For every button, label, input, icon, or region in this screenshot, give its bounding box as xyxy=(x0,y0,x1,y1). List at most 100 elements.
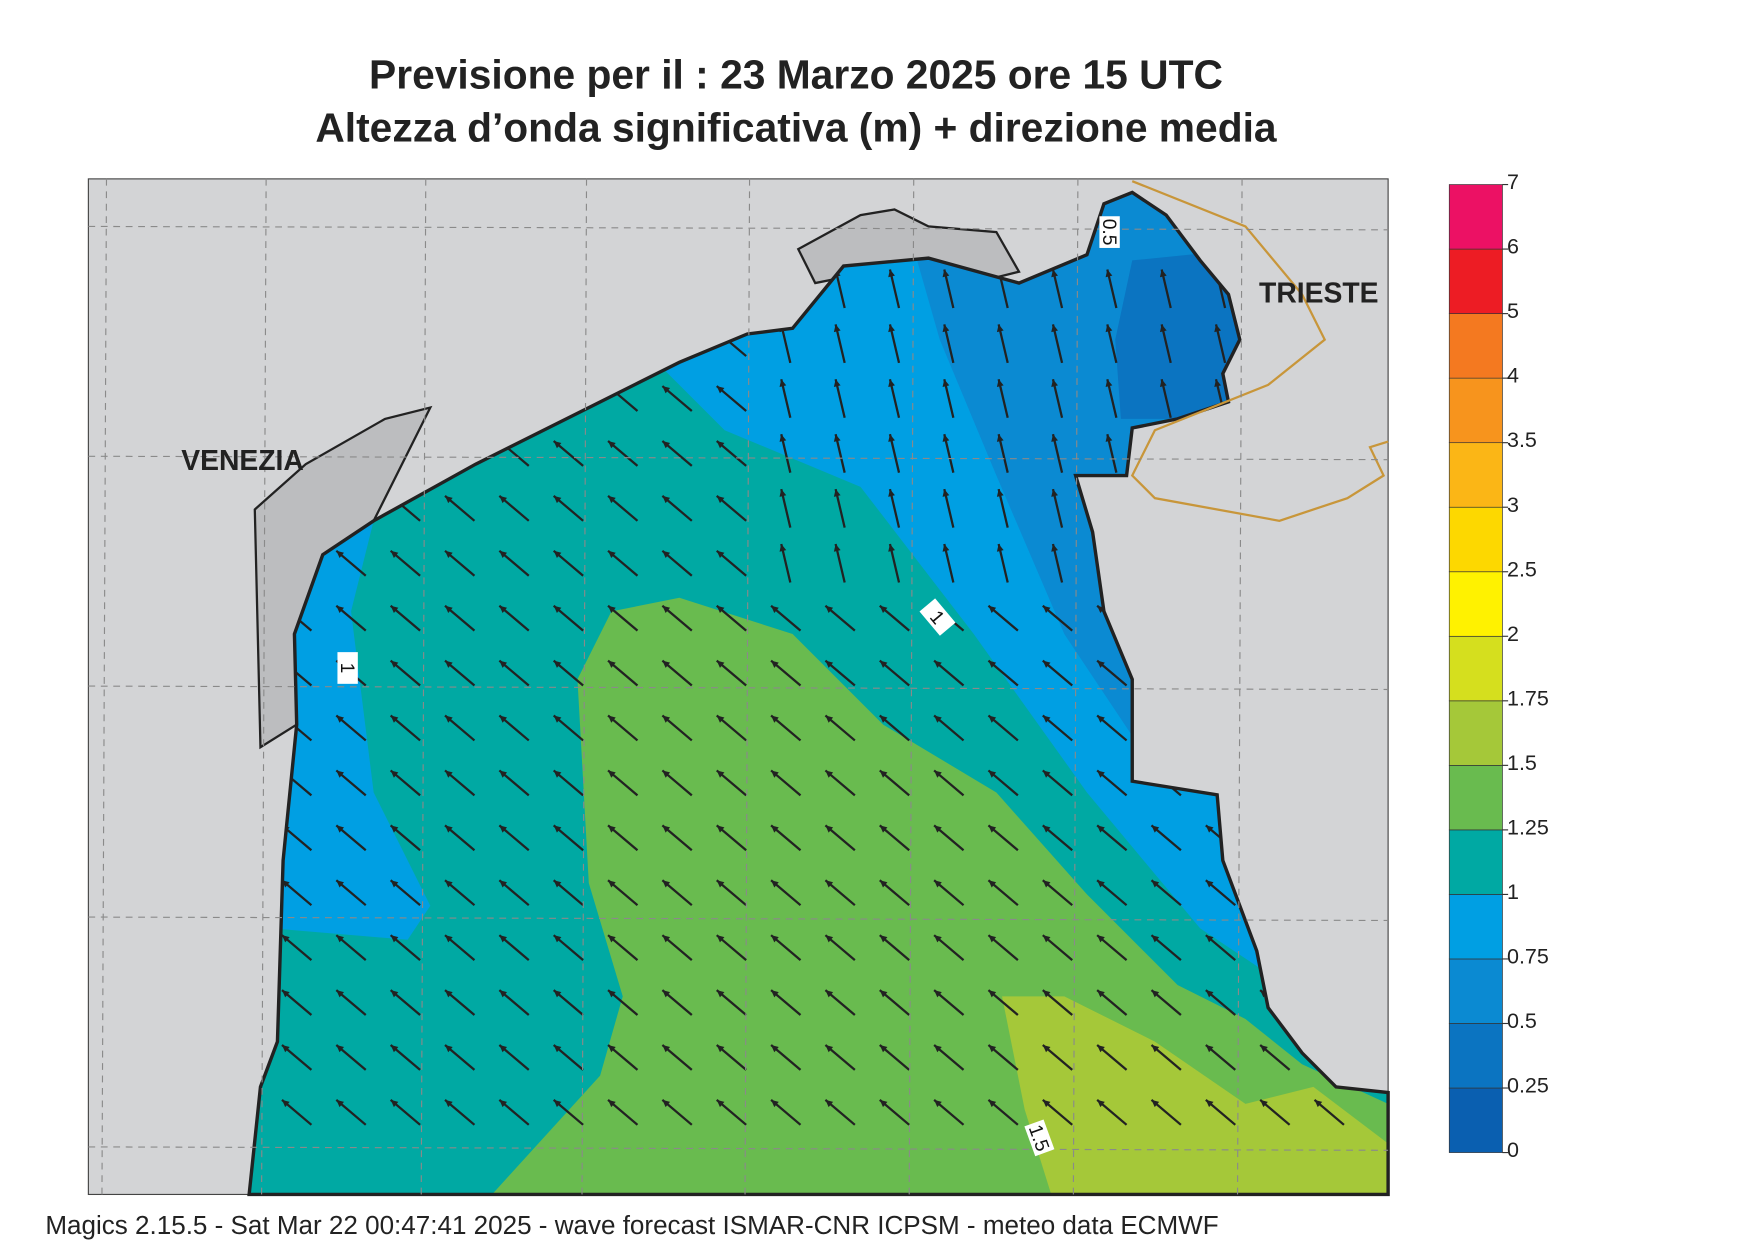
arrow-head xyxy=(825,770,834,778)
arrow-head xyxy=(553,715,562,723)
colorbar-label: 2.5 xyxy=(1507,557,1537,581)
arrow-head xyxy=(716,715,725,723)
arrow-head xyxy=(771,880,779,888)
arrow-head xyxy=(825,935,834,943)
arrow-head xyxy=(445,990,453,998)
arrow-head xyxy=(934,880,942,888)
arrow-head xyxy=(336,825,344,833)
arrow-head xyxy=(879,605,888,613)
arrow-head xyxy=(608,880,616,888)
arrow-head xyxy=(1205,990,1214,998)
graticule xyxy=(88,178,1389,1195)
arrow-head xyxy=(988,990,997,998)
arrow-head xyxy=(662,550,671,559)
colorbar-band xyxy=(1448,313,1503,379)
arrow-head xyxy=(1042,990,1051,998)
arrow-head xyxy=(879,990,888,998)
colorbar-label: 6 xyxy=(1507,235,1519,259)
colorbar-label: 0.25 xyxy=(1507,1074,1549,1098)
arrow-head xyxy=(1151,1099,1160,1108)
arrow-head xyxy=(1042,770,1051,778)
arrow-head xyxy=(833,544,841,552)
arrow-head xyxy=(716,990,725,998)
arrow-head xyxy=(771,660,779,668)
arrow-head xyxy=(336,990,344,998)
arrow-head xyxy=(499,660,508,668)
arrow-head xyxy=(1105,379,1113,388)
arrow-head xyxy=(499,990,508,998)
arrow-head xyxy=(879,825,888,833)
arrow-head xyxy=(779,379,787,388)
arrow-head xyxy=(445,770,453,778)
arrow-head xyxy=(879,880,888,888)
colorbar-label: 2 xyxy=(1507,622,1519,646)
arrow-head xyxy=(445,495,453,504)
arrow-head xyxy=(336,880,344,888)
arrow-head xyxy=(499,770,508,778)
title: Previsione per il : 23 Marzo 2025 ore 15… xyxy=(369,51,1223,97)
arrow-head xyxy=(716,1045,725,1053)
colorbar-label: 0.5 xyxy=(1507,1009,1537,1033)
arrow-head xyxy=(608,495,616,504)
arrow-head xyxy=(1051,379,1058,388)
band-0.75-1 xyxy=(271,509,431,940)
arrow-head xyxy=(1159,269,1167,278)
place-label: VENEZIA xyxy=(181,444,304,476)
arrow-head xyxy=(336,715,344,723)
arrow-head xyxy=(779,489,787,497)
arrow-head xyxy=(771,990,779,998)
arrow-head xyxy=(1042,1045,1051,1053)
arrow-head xyxy=(662,386,671,394)
arrow-head xyxy=(996,379,1004,388)
arrow-head xyxy=(1097,990,1105,998)
arrow-head xyxy=(934,990,942,998)
arrow-head xyxy=(988,880,997,888)
arrow-head xyxy=(1042,880,1051,888)
arrow-head xyxy=(390,990,399,998)
arrow-head xyxy=(988,1045,997,1053)
arrow-head xyxy=(988,770,997,778)
arrow-head xyxy=(1151,825,1160,833)
arrow-head xyxy=(716,550,725,559)
arrow-head xyxy=(390,1099,399,1108)
arrow-head xyxy=(942,269,950,278)
arrow-head xyxy=(1042,1099,1051,1108)
arrow-head xyxy=(390,935,399,943)
arrow-head xyxy=(662,1099,671,1108)
colorbar-band xyxy=(1448,248,1503,314)
arrow-head xyxy=(662,660,671,668)
arrow-head xyxy=(988,715,997,723)
arrow-head xyxy=(825,605,834,613)
arrow-head xyxy=(716,880,725,888)
arrow-head xyxy=(988,935,997,943)
arrow-head xyxy=(1205,880,1214,888)
arrow-head xyxy=(825,825,834,833)
place-label: TRIESTE xyxy=(1259,276,1379,308)
arrow-head xyxy=(934,770,942,778)
arrow-head xyxy=(336,1099,344,1108)
colorbar-band xyxy=(1448,571,1503,637)
arrow-head xyxy=(771,825,779,833)
arrow-head xyxy=(608,605,616,613)
arrow-head xyxy=(499,1045,508,1053)
arrow-head xyxy=(336,1045,344,1053)
colorbar-band xyxy=(1448,958,1503,1024)
arrow-head xyxy=(1051,269,1058,278)
arrow-head xyxy=(1151,935,1160,943)
arrow-head xyxy=(1214,379,1222,388)
arrow-head xyxy=(825,1045,834,1053)
contour-label: 0.5 xyxy=(1098,216,1120,248)
arrow-head xyxy=(553,660,562,668)
arrow-head xyxy=(390,770,399,778)
arrow-head xyxy=(1159,379,1167,388)
contour-label: 1 xyxy=(336,652,358,684)
arrow-head xyxy=(879,1045,888,1053)
arrow-head xyxy=(445,880,453,888)
arrow-head xyxy=(888,324,895,333)
arrow-head xyxy=(1205,1045,1214,1053)
arrow-head xyxy=(1105,434,1113,442)
arrow-head xyxy=(888,544,895,552)
arrow-head xyxy=(499,935,508,943)
colorbar-label: 1.5 xyxy=(1507,751,1537,775)
